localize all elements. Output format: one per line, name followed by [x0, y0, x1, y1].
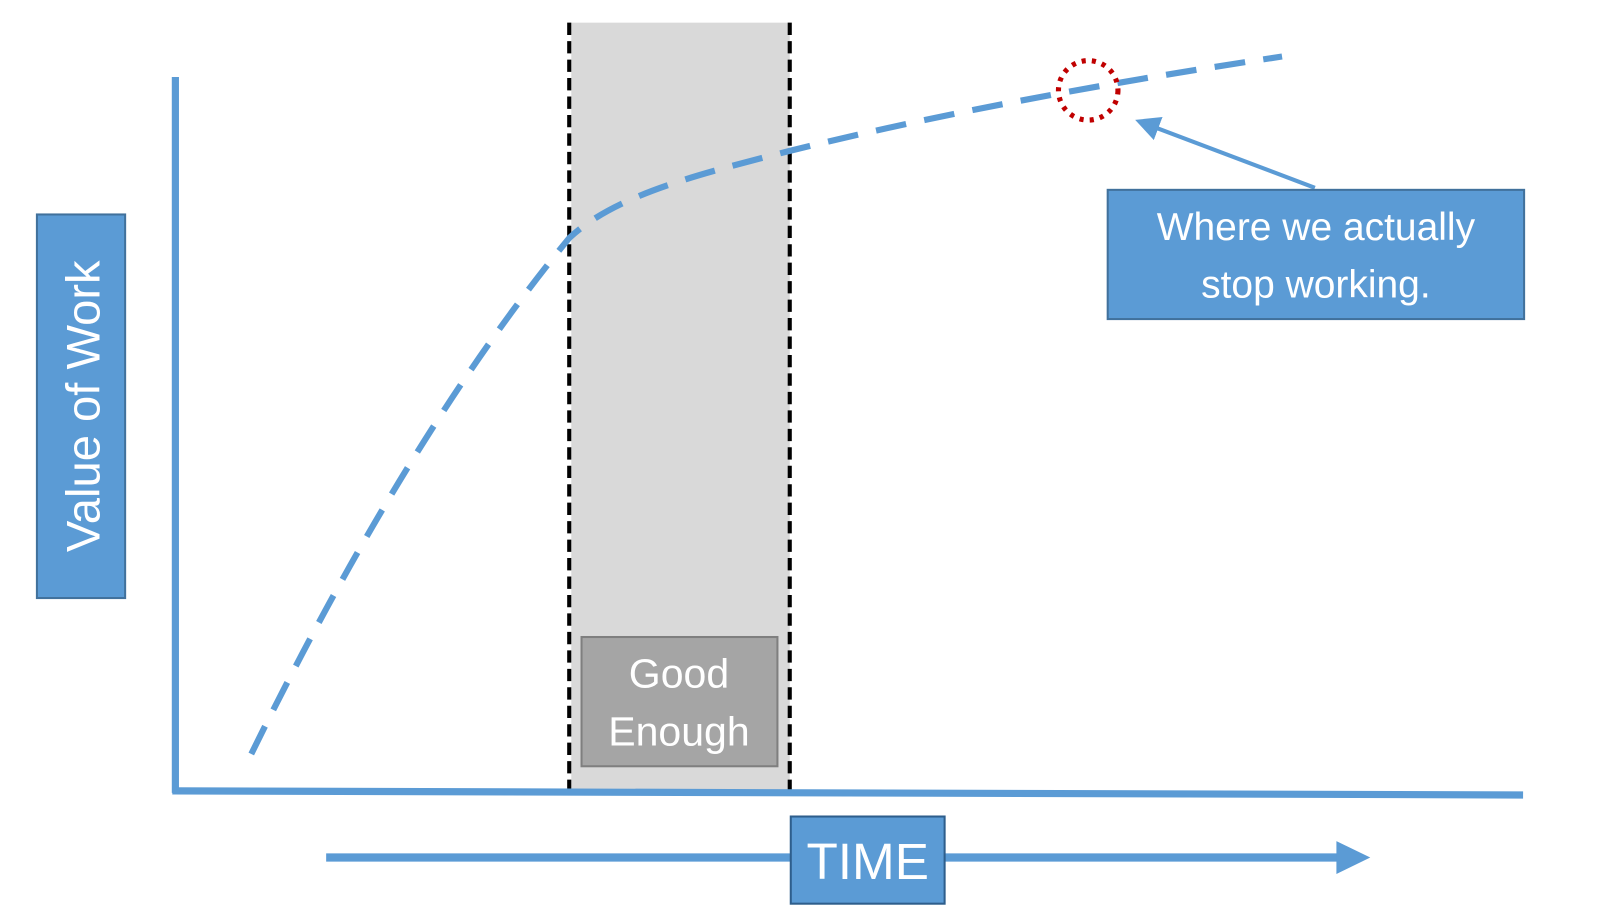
callout-line1: Where we actually [1157, 206, 1476, 249]
callout-line2: stop working. [1201, 264, 1431, 307]
callout-arrow [1135, 117, 1316, 190]
good-enough-line2: Enough [608, 709, 749, 755]
time-arrowhead-icon [1336, 841, 1371, 874]
value-curve [248, 53, 1283, 756]
y-axis-label: Value of Work [56, 260, 109, 552]
stop-point-marker [1055, 58, 1121, 123]
x-axis-label: TIME [806, 833, 928, 890]
callout-box: Where we actually stop working. [1106, 188, 1526, 321]
x-axis [172, 787, 1524, 799]
good-enough-line1: Good [629, 650, 729, 696]
good-enough-label: Good Enough [580, 635, 779, 768]
x-axis-label-box: TIME [789, 815, 946, 905]
y-axis-label-box: Value of Work [35, 213, 127, 600]
